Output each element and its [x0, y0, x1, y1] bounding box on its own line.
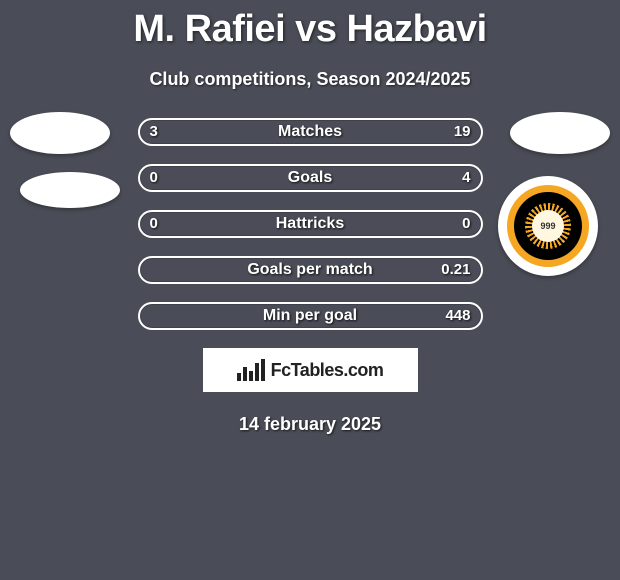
page-title: M. Rafiei vs Hazbavi: [0, 0, 620, 51]
page-subtitle: Club competitions, Season 2024/2025: [0, 69, 620, 90]
stat-row: 0 Hattricks 0: [138, 210, 483, 238]
stat-right-value: 19: [454, 120, 471, 144]
stat-right-value: 0.21: [441, 258, 470, 282]
stat-label: Hattricks: [140, 212, 481, 236]
stat-label: Min per goal: [140, 304, 481, 328]
player-left-badge: [10, 112, 110, 154]
brand-logo: FcTables.com: [203, 348, 418, 392]
stat-row: 3 Matches 19: [138, 118, 483, 146]
stat-right-value: 4: [462, 166, 470, 190]
stat-label: Goals per match: [140, 258, 481, 282]
bar-chart-icon: [237, 359, 265, 381]
stats-list: 3 Matches 19 0 Goals 4 0 Hattricks 0 Goa…: [138, 118, 483, 330]
stat-label: Goals: [140, 166, 481, 190]
brand-name: FcTables.com: [271, 360, 384, 381]
player-right-badge: [510, 112, 610, 154]
stat-right-value: 448: [445, 304, 470, 328]
club-badge: 999: [498, 176, 598, 276]
stat-row: Min per goal 448: [138, 302, 483, 330]
comparison-panel: 999 3 Matches 19 0 Goals 4 0 Hattricks 0…: [0, 118, 620, 435]
stat-row: Goals per match 0.21: [138, 256, 483, 284]
player-left-badge-2: [20, 172, 120, 208]
stat-label: Matches: [140, 120, 481, 144]
update-date: 14 february 2025: [0, 414, 620, 435]
club-badge-text: 999: [532, 210, 564, 242]
stat-row: 0 Goals 4: [138, 164, 483, 192]
stat-right-value: 0: [462, 212, 470, 236]
